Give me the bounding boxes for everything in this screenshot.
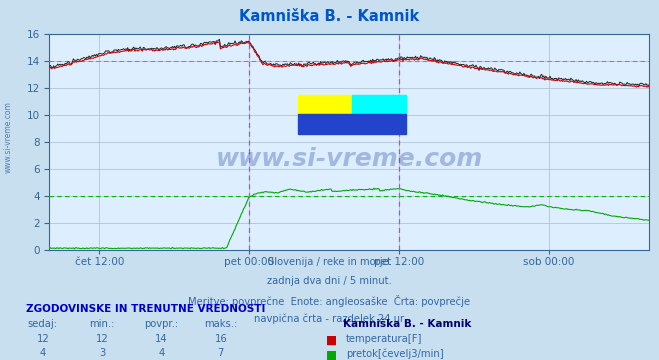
Bar: [299, 114, 406, 134]
Text: povpr.:: povpr.:: [144, 319, 179, 329]
Text: www.si-vreme.com: www.si-vreme.com: [215, 148, 483, 171]
Text: 7: 7: [217, 348, 224, 359]
Bar: [299, 95, 353, 114]
Text: ■: ■: [326, 334, 337, 347]
Text: 4: 4: [40, 348, 46, 359]
Text: 12: 12: [36, 334, 49, 344]
Text: ■: ■: [326, 348, 337, 360]
Text: Kamniška B. - Kamnik: Kamniška B. - Kamnik: [343, 319, 471, 329]
Text: Slovenija / reke in morje.: Slovenija / reke in morje.: [268, 257, 391, 267]
Text: temperatura[F]: temperatura[F]: [346, 334, 422, 344]
Text: 16: 16: [214, 334, 227, 344]
Text: maks.:: maks.:: [204, 319, 237, 329]
Text: 3: 3: [99, 348, 105, 359]
Text: min.:: min.:: [90, 319, 115, 329]
Text: 4: 4: [158, 348, 165, 359]
Text: 12: 12: [96, 334, 109, 344]
Text: sedaj:: sedaj:: [28, 319, 58, 329]
Text: zadnja dva dni / 5 minut.: zadnja dva dni / 5 minut.: [267, 276, 392, 286]
Text: 14: 14: [155, 334, 168, 344]
Text: www.si-vreme.com: www.si-vreme.com: [4, 101, 13, 173]
Text: ZGODOVINSKE IN TRENUTNE VREDNOSTI: ZGODOVINSKE IN TRENUTNE VREDNOSTI: [26, 304, 266, 314]
Text: Kamniška B. - Kamnik: Kamniška B. - Kamnik: [239, 9, 420, 24]
Bar: [353, 95, 406, 114]
Text: navpična črta - razdelek 24 ur: navpična črta - razdelek 24 ur: [254, 314, 405, 324]
Text: pretok[čevelj3/min]: pretok[čevelj3/min]: [346, 348, 444, 359]
Text: Meritve: povprečne  Enote: angleosaške  Črta: povprečje: Meritve: povprečne Enote: angleosaške Čr…: [188, 295, 471, 307]
